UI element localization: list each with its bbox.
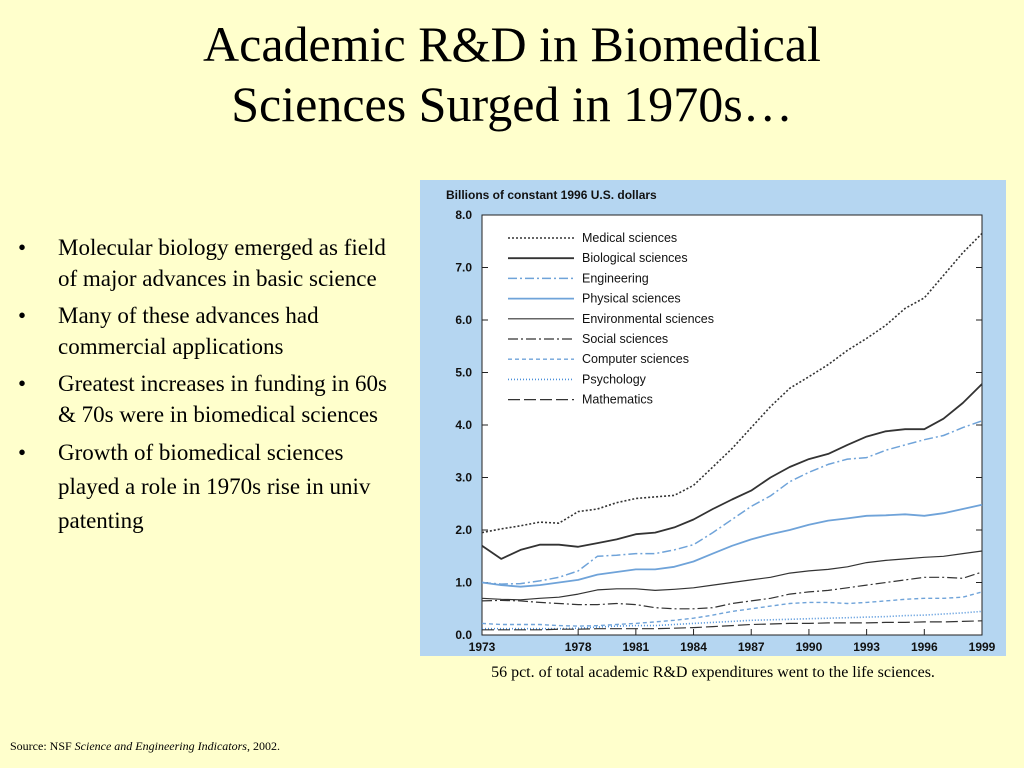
x-tick-label: 1984 [680,640,707,654]
bullet-item: Molecular biology emerged as field of ma… [18,232,398,294]
chart-svg: Billions of constant 1996 U.S. dollars 0.… [446,188,996,654]
rd-line-chart: Billions of constant 1996 U.S. dollars 0.… [420,180,1006,656]
legend-label: Social sciences [582,332,668,346]
legend-label: Physical sciences [582,292,681,306]
legend-label: Engineering [582,271,649,285]
legend-label: Medical sciences [582,231,677,245]
y-tick-label: 8.0 [455,208,472,222]
source-publication: Science and Engineering Indicators [74,739,247,753]
series-line [482,620,983,631]
source-suffix: , 2002. [246,739,280,753]
y-tick-label: 2.0 [455,523,472,537]
bullet-item: Growth of biomedical sciences played a r… [18,436,398,538]
x-tick-label: 1981 [622,640,649,654]
y-tick-label: 7.0 [455,261,472,275]
legend-label: Biological sciences [582,251,688,265]
series-line [481,383,983,560]
plot-area [481,214,983,636]
bullet-item: Many of these advances had commercial ap… [18,300,398,362]
chart-caption: 56 pct. of total academic R&D expenditur… [491,664,935,681]
x-tick-label: 1973 [469,640,496,654]
slide-title-line-1: Academic R&D in Biomedical [203,16,821,72]
x-tick-label: 1990 [796,640,823,654]
y-tick-label: 3.0 [455,471,472,485]
y-tick-label: 1.0 [455,576,472,590]
legend-label: Mathematics [582,393,653,407]
y-tick-label: 5.0 [455,366,472,380]
bullet-item: Greatest increases in funding in 60s & 7… [18,368,398,430]
series-line [481,571,983,610]
legend-label: Computer sciences [582,352,689,366]
source-prefix: Source: NSF [10,739,75,753]
chart-title: Billions of constant 1996 U.S. dollars [446,188,657,202]
x-tick-label: 1996 [911,640,938,654]
y-tick-label: 4.0 [455,418,472,432]
y-tick-label: 6.0 [455,313,472,327]
y-tick-label: 0.0 [455,628,472,642]
legend-label: Psychology [582,372,647,386]
series-line [481,232,983,534]
x-tick-label: 1993 [853,640,880,654]
x-tick-label: 1987 [738,640,765,654]
x-tick-label: 1978 [565,640,592,654]
source-note: Source: NSF Science and Engineering Indi… [10,739,280,754]
slide-title-line-2: Sciences Surged in 1970s… [231,76,793,132]
slide-title: Academic R&D in Biomedical Sciences Surg… [0,14,1024,134]
x-tick-label: 1999 [969,640,996,654]
series-line [481,420,983,585]
series-line [481,550,983,601]
bullet-list: Molecular biology emerged as field of ma… [18,232,398,544]
series-line [481,503,983,588]
legend-label: Environmental sciences [582,312,714,326]
